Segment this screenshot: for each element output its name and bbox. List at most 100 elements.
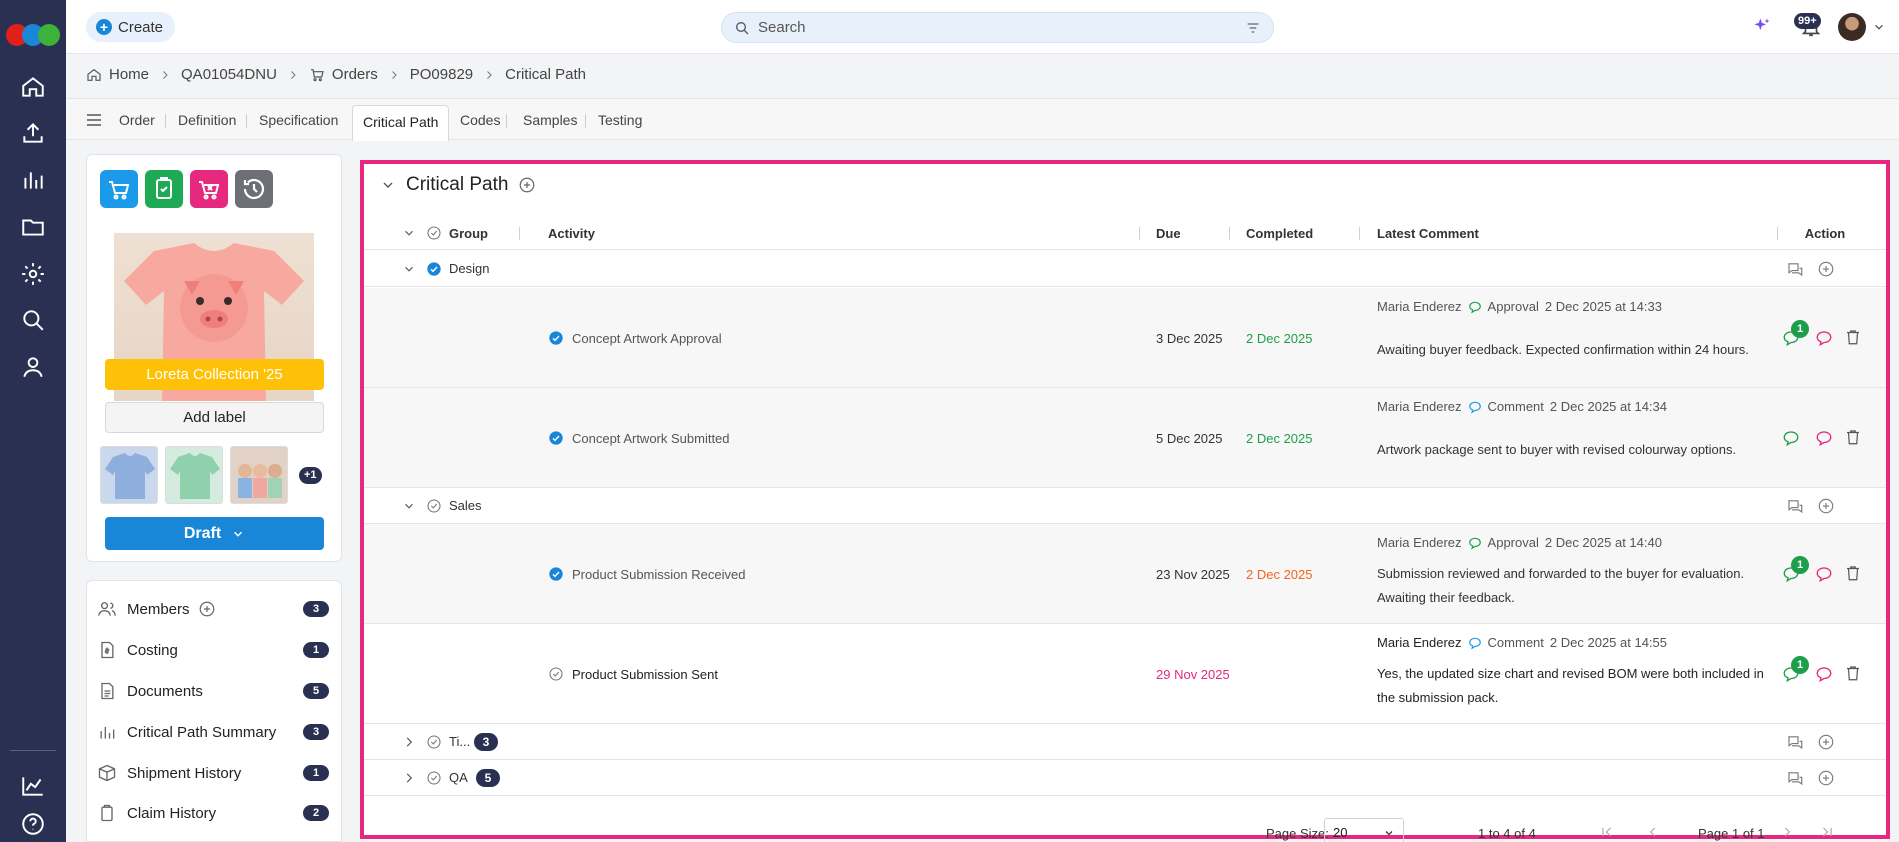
comments-icon[interactable] [1786, 733, 1804, 751]
settings-icon[interactable] [20, 261, 46, 287]
reports-icon[interactable] [20, 773, 46, 799]
delete-icon[interactable] [1844, 664, 1862, 682]
check-circle-filled-icon [549, 567, 563, 581]
comments-icon[interactable] [1786, 260, 1804, 278]
delete-icon[interactable] [1844, 328, 1862, 346]
side-item-documents[interactable]: Documents 5 [97, 678, 333, 704]
ai-sparkle-icon[interactable] [1752, 16, 1772, 36]
side-item-claim-history[interactable]: Claim History 2 [97, 800, 333, 826]
folder-icon[interactable] [20, 214, 46, 240]
add-circle-icon[interactable] [1817, 260, 1835, 278]
chart-icon [100, 727, 115, 739]
breadcrumb-style[interactable]: QA01054DNU [181, 66, 277, 83]
side-item-critical-path-summary[interactable]: Critical Path Summary 3 [97, 719, 333, 745]
comments-icon[interactable] [1786, 497, 1804, 515]
delete-icon[interactable] [1844, 564, 1862, 582]
page-size-select[interactable]: 20 [1324, 818, 1404, 842]
chevron-right-icon[interactable] [402, 735, 416, 749]
column-header-completed[interactable]: Completed [1246, 226, 1314, 241]
column-header-due[interactable]: Due [1156, 226, 1181, 241]
previous-page-icon[interactable] [1646, 825, 1660, 839]
upload-icon[interactable] [20, 120, 46, 146]
activity-row[interactable]: Concept Artwork Approval 3 Dec 2025 2 De… [364, 288, 1886, 388]
activity-row[interactable]: Product Submission Sent 29 Nov 2025 Mari… [364, 624, 1886, 724]
cart-remove-icon [199, 181, 220, 200]
activity-row[interactable]: Concept Artwork Submitted 5 Dec 2025 2 D… [364, 388, 1886, 488]
side-item-costing[interactable]: Costing 1 [97, 637, 333, 663]
select-all-check-icon[interactable] [426, 225, 442, 241]
first-page-icon[interactable] [1600, 825, 1614, 839]
add-circle-icon[interactable] [518, 176, 536, 194]
help-icon[interactable] [20, 811, 46, 837]
tab-specification[interactable]: Specification [259, 112, 339, 128]
quick-history-button[interactable] [235, 170, 273, 208]
add-comment-icon[interactable] [1815, 565, 1833, 583]
filter-icon[interactable] [1245, 20, 1261, 36]
activity-name[interactable]: Product Submission Sent [572, 667, 718, 682]
tab-testing[interactable]: Testing [598, 112, 643, 128]
chevron-down-icon[interactable] [1872, 20, 1886, 34]
add-circle-icon[interactable] [1817, 769, 1835, 787]
collapse-chevron-icon[interactable] [380, 177, 396, 193]
quick-order-button[interactable] [100, 170, 138, 208]
breadcrumb-home[interactable]: Home [86, 66, 149, 83]
home-icon[interactable] [20, 74, 46, 100]
tab-order[interactable]: Order [119, 112, 155, 128]
comment-count-badge: 1 [1791, 320, 1809, 338]
product-thumbnail[interactable] [230, 446, 288, 504]
search-bar[interactable] [721, 12, 1274, 43]
avatar[interactable] [1838, 13, 1866, 41]
app-logo[interactable] [6, 24, 60, 48]
chevron-down-icon[interactable] [402, 499, 416, 513]
comment-text: Artwork package sent to buyer with revis… [1377, 442, 1737, 457]
column-header-group[interactable]: Group [449, 226, 488, 241]
search-input[interactable] [758, 19, 1245, 36]
next-page-icon[interactable] [1780, 825, 1794, 839]
activity-name[interactable]: Product Submission Received [572, 567, 746, 582]
add-member-icon[interactable] [198, 600, 216, 618]
pagination-bar: Page Size: 20 1 to 4 of 4 Page 1 of 1 [364, 814, 1886, 842]
breadcrumb-order[interactable]: PO09829 [410, 66, 473, 83]
comments-icon[interactable] [1786, 769, 1804, 787]
status-dropdown-button[interactable]: Draft [105, 517, 324, 550]
clipboard-icon [156, 177, 172, 199]
delete-icon[interactable] [1844, 428, 1862, 446]
check-circle-icon[interactable] [548, 666, 564, 682]
product-thumbnail[interactable] [100, 446, 158, 504]
user-icon[interactable] [20, 354, 46, 380]
chevron-down-icon[interactable] [402, 262, 416, 276]
add-comment-icon[interactable] [1815, 329, 1833, 347]
tab-samples[interactable]: Samples [523, 112, 578, 128]
add-comment-icon[interactable] [1815, 665, 1833, 683]
column-header-activity[interactable]: Activity [548, 226, 595, 241]
quick-clipboard-button[interactable] [145, 170, 183, 208]
approval-comment-icon[interactable] [1782, 429, 1800, 447]
expand-all-chevron-icon[interactable] [402, 226, 416, 240]
breadcrumb-orders[interactable]: Orders [309, 66, 378, 83]
add-circle-icon[interactable] [1817, 497, 1835, 515]
tab-codes[interactable]: Codes [460, 112, 501, 128]
add-comment-icon[interactable] [1815, 429, 1833, 447]
more-images-badge[interactable]: +1 [299, 467, 322, 484]
analytics-icon[interactable] [20, 167, 46, 193]
breadcrumb-label: Home [109, 66, 150, 83]
grid-header: Group Activity Due Completed Latest Comm… [364, 216, 1886, 250]
menu-icon[interactable] [86, 113, 102, 127]
chevron-right-icon[interactable] [402, 771, 416, 785]
column-header-latest-comment[interactable]: Latest Comment [1377, 226, 1479, 241]
tab-definition[interactable]: Definition [178, 112, 237, 128]
add-label-button[interactable]: Add label [105, 402, 324, 433]
add-circle-icon[interactable] [1817, 733, 1835, 751]
activity-name[interactable]: Concept Artwork Submitted [572, 431, 730, 446]
side-item-shipment-history[interactable]: Shipment History 1 [97, 760, 333, 786]
quick-cart-remove-button[interactable] [190, 170, 228, 208]
last-page-icon[interactable] [1820, 825, 1834, 839]
product-thumbnail[interactable] [165, 446, 223, 504]
create-button[interactable]: + Create [86, 12, 176, 42]
activity-row[interactable]: Product Submission Received 23 Nov 2025 … [364, 524, 1886, 624]
activity-name[interactable]: Concept Artwork Approval [572, 331, 722, 346]
search-icon[interactable] [20, 307, 46, 333]
comment-speech-icon [1468, 637, 1481, 649]
side-item-members[interactable]: Members 3 [97, 596, 333, 622]
tab-critical-path[interactable]: Critical Path [352, 105, 450, 141]
